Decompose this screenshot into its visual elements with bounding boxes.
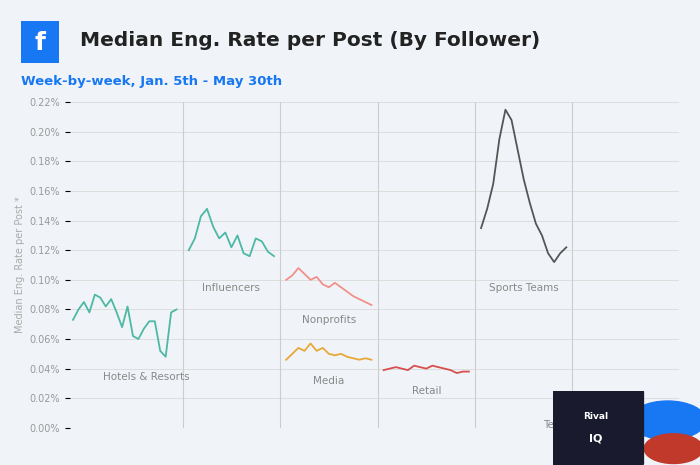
Text: Hotels & Resorts: Hotels & Resorts <box>104 372 190 382</box>
Circle shape <box>629 401 700 440</box>
Text: Tech & Software: Tech & Software <box>543 419 627 430</box>
Text: Median Eng. Rate per Post (By Follower): Median Eng. Rate per Post (By Follower) <box>80 32 540 50</box>
Circle shape <box>644 434 700 464</box>
Text: Influencers: Influencers <box>202 283 260 293</box>
Text: IQ: IQ <box>589 434 602 444</box>
Text: Sports Teams: Sports Teams <box>489 283 559 293</box>
Y-axis label: Median Eng. Rate per Post *: Median Eng. Rate per Post * <box>15 197 25 333</box>
Text: f: f <box>35 31 46 55</box>
Text: Rival: Rival <box>583 412 608 421</box>
FancyBboxPatch shape <box>547 389 644 465</box>
Text: Nonprofits: Nonprofits <box>302 315 356 326</box>
FancyBboxPatch shape <box>20 19 61 65</box>
Text: Week-by-week, Jan. 5th - May 30th: Week-by-week, Jan. 5th - May 30th <box>21 75 282 88</box>
Text: Retail: Retail <box>412 386 441 396</box>
Text: Media: Media <box>313 376 344 386</box>
